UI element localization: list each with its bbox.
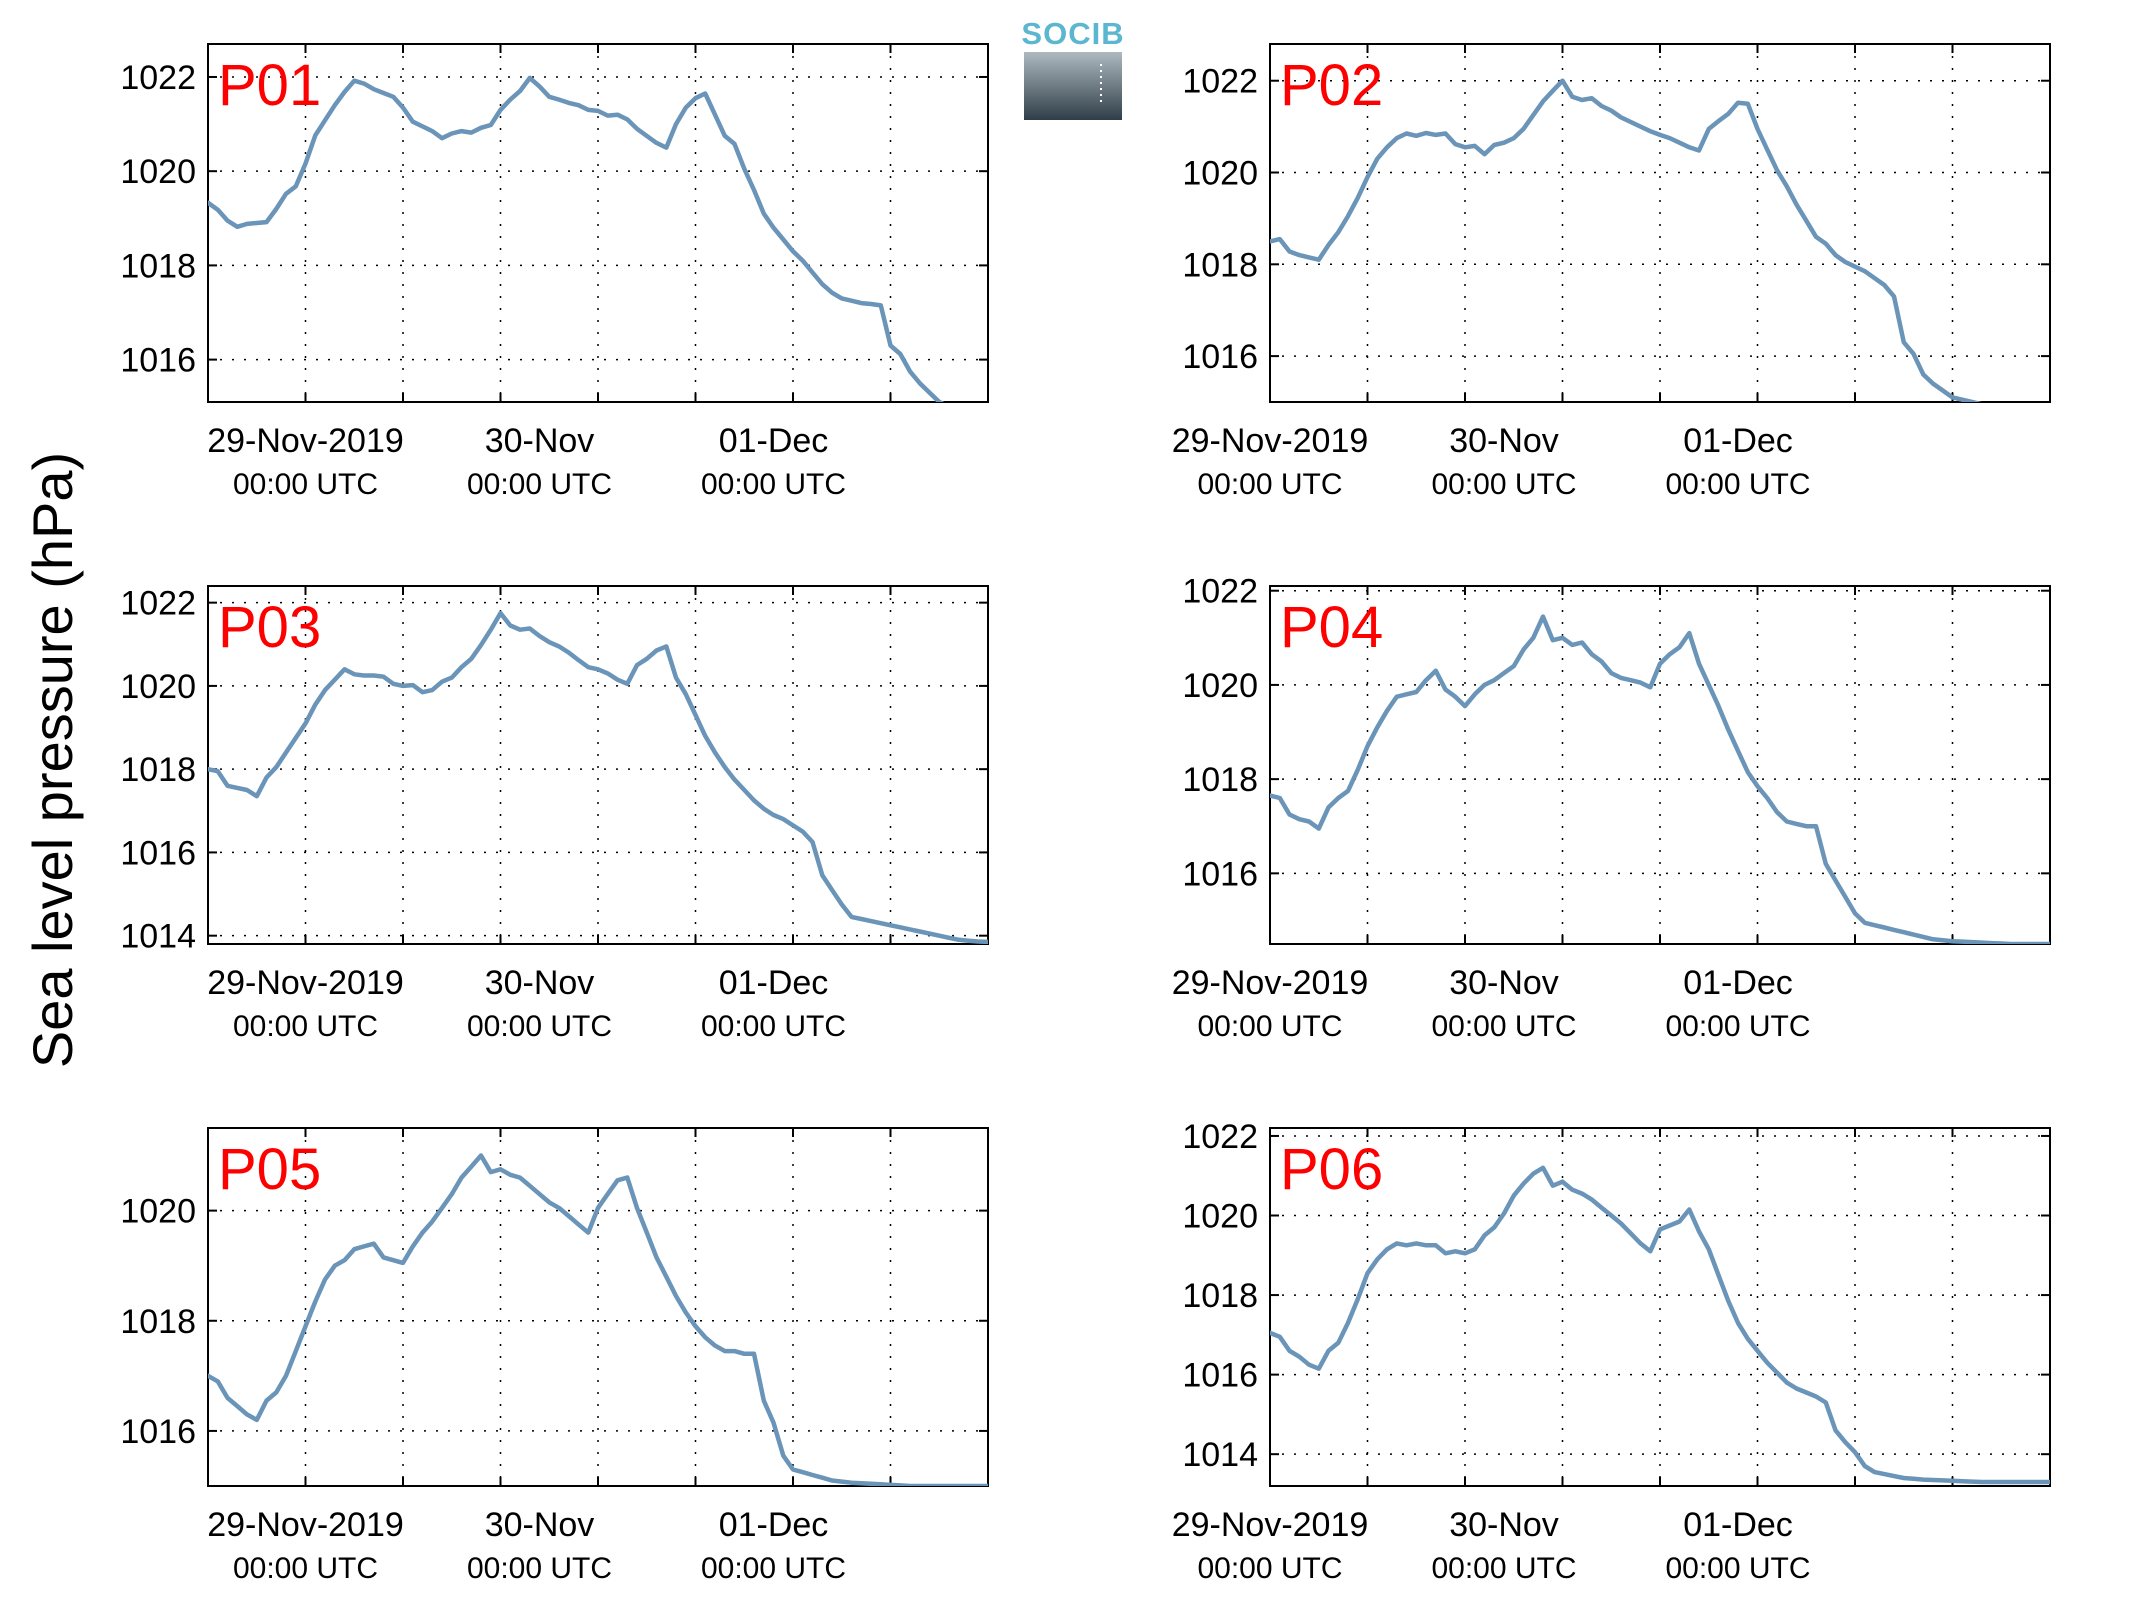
x-tick-date-label: 30-Nov (1449, 1506, 1559, 1544)
x-tick-time-label: 00:00 UTC (1665, 1010, 1810, 1043)
y-tick-label: 1018 (120, 1303, 196, 1341)
y-tick-label: 1022 (120, 59, 196, 97)
x-tick-date-label: 01-Dec (1683, 422, 1793, 460)
station-label: P03 (218, 595, 321, 660)
y-axis-label: Sea level pressure (hPa) (21, 452, 84, 1068)
panel-p03: 1014 1016 1018 1020 1022 29-Nov-2019 00:00 UTC… (120, 585, 989, 1043)
y-tick-label: 1022 (1182, 1118, 1258, 1156)
y-tick-label: 1022 (120, 585, 196, 623)
socib-logo-text: SOCIB (1021, 16, 1124, 51)
y-tick-label: 1020 (1182, 155, 1258, 193)
x-tick-date-label: 01-Dec (1683, 964, 1793, 1002)
x-tick-time-label: 00:00 UTC (467, 1010, 612, 1043)
y-tick-label: 1016 (120, 342, 196, 380)
station-label: P01 (218, 53, 321, 118)
x-tick-date-label: 01-Dec (1683, 1506, 1793, 1544)
x-tick-date-label: 29-Nov-2019 (207, 964, 404, 1002)
panel-p06: 1014 1016 1018 1020 1022 29-Nov-2019 00:00 UTC… (1172, 1118, 2051, 1585)
x-tick-date-label: 30-Nov (1449, 422, 1559, 460)
x-tick-time-label: 00:00 UTC (1197, 1552, 1342, 1585)
y-tick-label: 1018 (120, 247, 196, 285)
socib-logo: SOCIB (1021, 16, 1124, 120)
x-tick-time-label: 00:00 UTC (233, 468, 378, 501)
x-tick-time-label: 00:00 UTC (1431, 1010, 1576, 1043)
x-tick-time-label: 00:00 UTC (701, 468, 846, 501)
panel-p04: 1016 1018 1020 1022 29-Nov-2019 00:00 UTC 30-N… (1172, 573, 2051, 1043)
x-tick-time-label: 00:00 UTC (1665, 1552, 1810, 1585)
y-tick-label: 1018 (120, 751, 196, 789)
x-tick-time-label: 00:00 UTC (701, 1010, 846, 1043)
x-tick-time-label: 00:00 UTC (467, 1552, 612, 1585)
pressure-series-line (208, 610, 988, 944)
station-label: P05 (218, 1137, 321, 1202)
panel-p01: 1016 1018 1020 1022 29-Nov-2019 00:00 UTC 30-N… (120, 43, 989, 501)
x-tick-date-label: 29-Nov-2019 (1172, 422, 1369, 460)
x-tick-date-label: 01-Dec (719, 1506, 829, 1544)
panel-p05: 1016 1018 1020 29-Nov-2019 00:00 UTC 30-Nov 00… (120, 1127, 989, 1585)
y-tick-label: 1022 (1182, 63, 1258, 101)
x-tick-time-label: 00:00 UTC (1665, 468, 1810, 501)
y-tick-label: 1020 (120, 153, 196, 191)
x-tick-time-label: 00:00 UTC (233, 1010, 378, 1043)
x-tick-date-label: 01-Dec (719, 964, 829, 1002)
plot-frame (1269, 43, 2051, 403)
x-tick-date-label: 30-Nov (485, 1506, 595, 1544)
pressure-series-line (1270, 614, 2050, 944)
pressure-series-line (1270, 1165, 2050, 1485)
y-tick-label: 1020 (120, 668, 196, 706)
x-tick-date-label: 29-Nov-2019 (207, 422, 404, 460)
plot-frame (1269, 585, 2051, 945)
x-tick-time-label: 00:00 UTC (1197, 1010, 1342, 1043)
plot-frame (1269, 1127, 2051, 1487)
panel-p02: 1016 1018 1020 1022 29-Nov-2019 00:00 UTC 30-N… (1172, 43, 2051, 501)
y-tick-label: 1020 (1182, 667, 1258, 705)
y-tick-label: 1020 (120, 1193, 196, 1231)
x-tick-date-label: 30-Nov (485, 422, 595, 460)
y-tick-label: 1018 (1182, 1277, 1258, 1315)
plot-frame (207, 1127, 989, 1487)
y-tick-label: 1018 (1182, 761, 1258, 799)
plot-frame (207, 43, 989, 403)
x-tick-time-label: 00:00 UTC (1197, 468, 1342, 501)
x-tick-date-label: 30-Nov (485, 964, 595, 1002)
socib-logo-block (1024, 52, 1122, 120)
y-tick-label: 1016 (120, 834, 196, 872)
x-tick-date-label: 30-Nov (1449, 964, 1559, 1002)
y-tick-label: 1016 (1182, 855, 1258, 893)
x-tick-date-label: 29-Nov-2019 (1172, 1506, 1369, 1544)
y-tick-label: 1016 (1182, 1357, 1258, 1395)
x-tick-time-label: 00:00 UTC (1431, 1552, 1576, 1585)
x-tick-date-label: 29-Nov-2019 (207, 1506, 404, 1544)
pressure-series-line (1270, 78, 1982, 402)
y-tick-label: 1014 (1182, 1436, 1258, 1474)
x-tick-time-label: 00:00 UTC (1431, 468, 1576, 501)
station-label: P02 (1280, 53, 1383, 118)
x-tick-date-label: 01-Dec (719, 422, 829, 460)
y-tick-label: 1016 (1182, 338, 1258, 376)
pressure-series-line (208, 75, 945, 402)
y-tick-label: 1018 (1182, 246, 1258, 284)
y-tick-label: 1020 (1182, 1198, 1258, 1236)
y-tick-label: 1014 (120, 918, 196, 956)
station-label: P04 (1280, 595, 1383, 660)
pressure-series-line (208, 1153, 988, 1486)
x-tick-time-label: 00:00 UTC (701, 1552, 846, 1585)
station-label: P06 (1280, 1137, 1383, 1202)
x-tick-time-label: 00:00 UTC (233, 1552, 378, 1585)
x-tick-time-label: 00:00 UTC (467, 468, 612, 501)
plot-frame (207, 585, 989, 945)
y-tick-label: 1022 (1182, 573, 1258, 611)
y-tick-label: 1016 (120, 1413, 196, 1451)
x-tick-date-label: 29-Nov-2019 (1172, 964, 1369, 1002)
